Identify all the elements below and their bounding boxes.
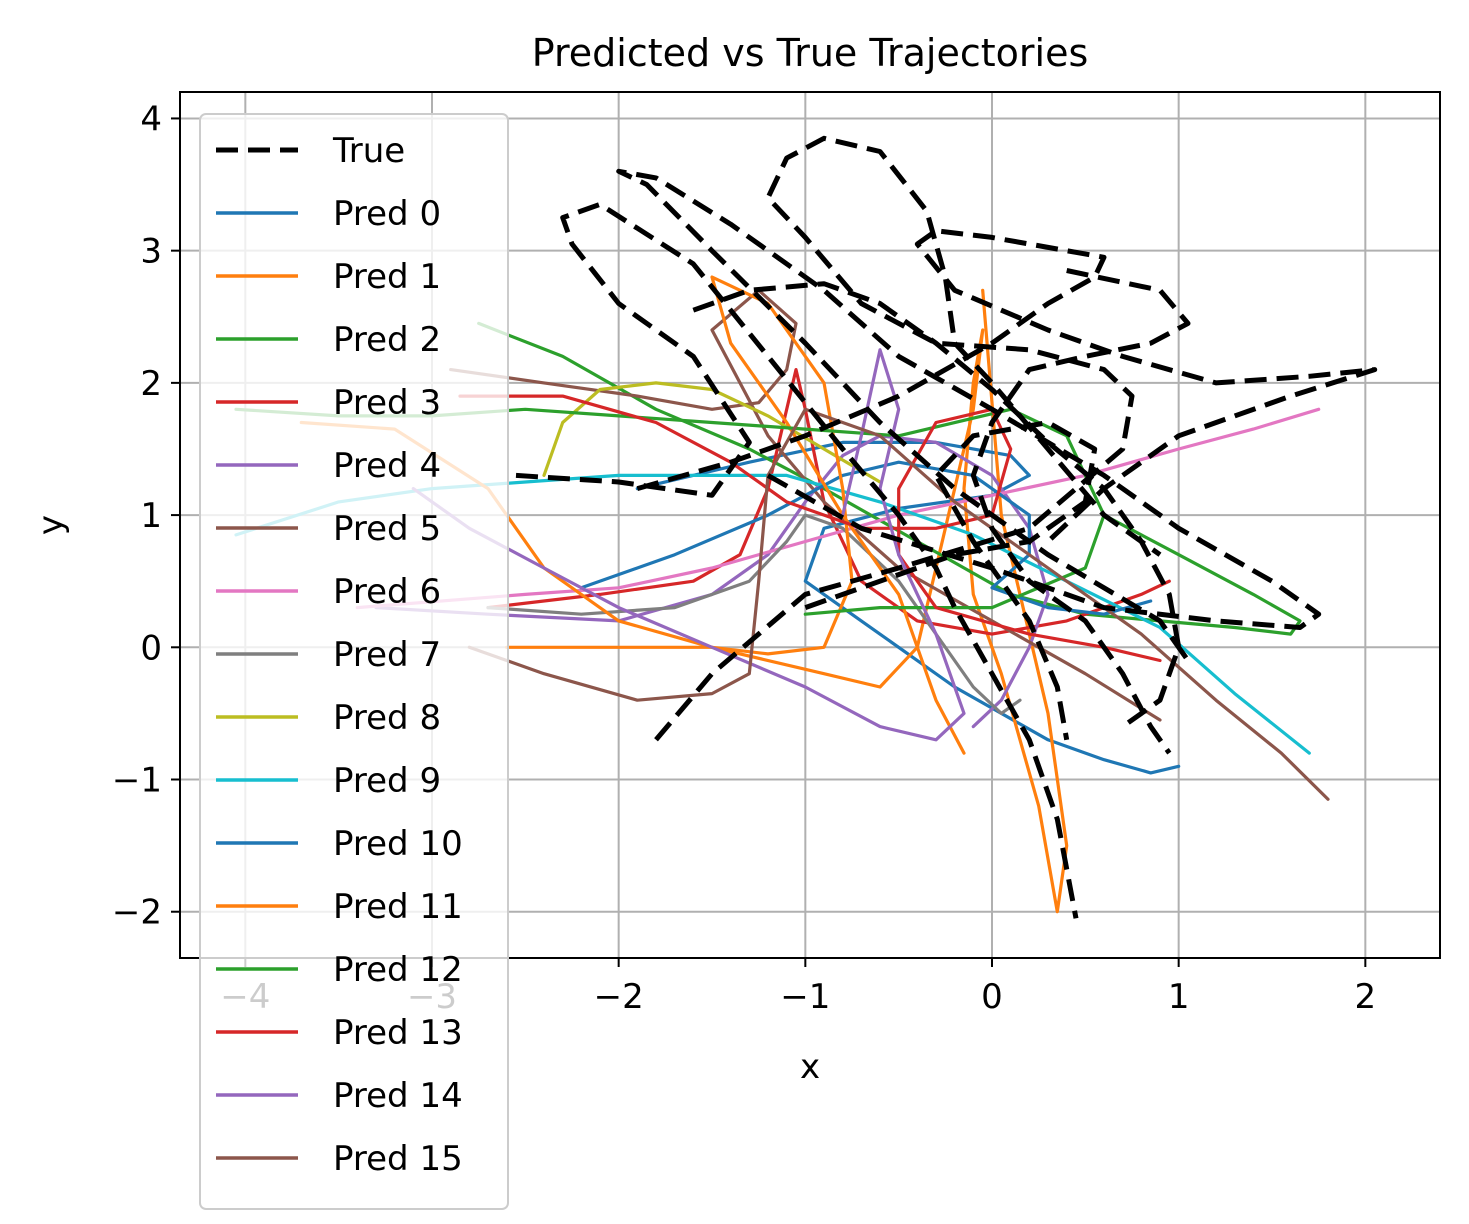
x-tick-label: −2: [594, 977, 644, 1017]
x-tick-label: 1: [1168, 977, 1190, 1017]
series-line-pred-15: [467, 407, 1330, 801]
legend-box: [199, 113, 509, 1210]
legend-label: Pred 6: [333, 572, 441, 612]
legend-label: Pred 5: [333, 509, 441, 549]
y-tick-label: 3: [140, 232, 162, 272]
y-tick-label: 0: [140, 628, 162, 668]
y-tick-label: −1: [112, 761, 162, 801]
legend-label: Pred 11: [333, 887, 463, 927]
series-line-true: [692, 281, 1182, 729]
legend-label: Pred 15: [333, 1139, 463, 1179]
series-line-true: [515, 201, 1079, 919]
y-axis-label: y: [31, 515, 71, 535]
series-line-pred-7: [486, 513, 1022, 715]
legend-label: Pred 4: [333, 446, 441, 486]
legend-label: True: [332, 131, 405, 171]
x-tick-label: 2: [1355, 977, 1377, 1017]
plot-frame: [179, 91, 1441, 959]
legend: True Pred 0 Pred 1 Pred 2 Pred 3 Pred 4 Pred 5…: [199, 113, 509, 1210]
series-line-true: [804, 420, 1098, 741]
legend-label: Pred 8: [333, 698, 441, 738]
legend-label: Pred 13: [333, 1013, 463, 1053]
x-tick-label: 0: [981, 977, 1003, 1017]
legend-label: Pred 12: [333, 950, 463, 990]
series-line-pred-14: [411, 348, 966, 742]
legend-label: Pred 3: [333, 383, 441, 423]
series-line-pred-1: [505, 288, 1069, 914]
legend-label: Pred 14: [333, 1076, 463, 1116]
series-line-true: [636, 228, 1378, 544]
series-line-pred-8: [542, 381, 882, 484]
series-line-true: [970, 268, 1191, 755]
chart-title: Predicted vs True Trajectories: [532, 31, 1089, 75]
legend-label: Pred 9: [333, 761, 441, 801]
series-line-pred-13: [458, 394, 1162, 663]
y-tick-label: −2: [112, 893, 162, 933]
series-line-true: [616, 168, 1322, 663]
x-axis-label: x: [800, 1047, 820, 1087]
series-line-pred-10: [579, 460, 1153, 616]
y-tick-label: 1: [140, 496, 162, 536]
legend-label: Pred 2: [333, 320, 441, 360]
legend-label: Pred 1: [333, 257, 441, 297]
x-tick-label: −1: [780, 977, 830, 1017]
legend-label: Pred 0: [333, 194, 441, 234]
y-tick-label: 4: [140, 99, 162, 139]
legend-label: Pred 7: [333, 635, 441, 675]
legend-label: Pred 10: [333, 824, 463, 864]
y-tick-label: 2: [140, 364, 162, 404]
